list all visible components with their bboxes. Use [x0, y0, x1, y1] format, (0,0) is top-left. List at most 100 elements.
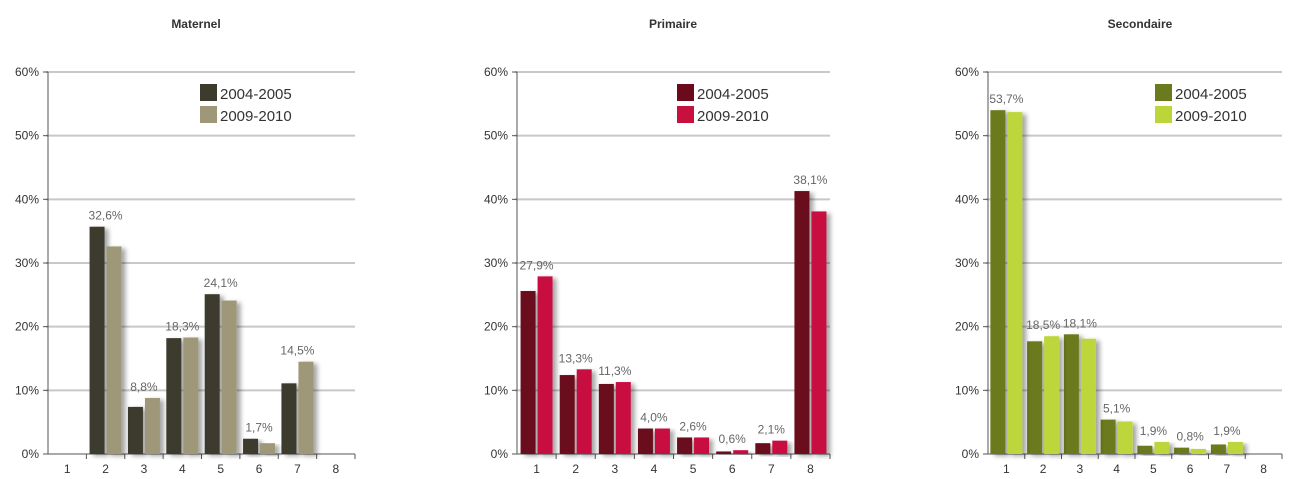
x-tick-label: 3 — [141, 462, 148, 476]
x-tick-label: 5 — [217, 462, 224, 476]
bar-2009-2010-3 — [615, 382, 631, 454]
y-tick-label: 50% — [15, 129, 39, 143]
bar-2004-2005-3 — [1063, 334, 1079, 454]
y-tick-label: 30% — [955, 256, 979, 270]
y-tick-label: 60% — [484, 65, 508, 79]
legend-swatch — [677, 106, 694, 123]
data-label: 4,0% — [640, 411, 668, 425]
bar-2004-2005-4 — [166, 338, 182, 454]
data-label: 1,9% — [1213, 424, 1241, 438]
bar-2009-2010-6 — [1191, 448, 1207, 454]
data-label: 53,7% — [989, 92, 1023, 106]
x-tick-label: 7 — [768, 462, 775, 476]
bar-2009-2010-2 — [576, 369, 592, 454]
y-tick-label: 10% — [955, 383, 979, 397]
bar-2004-2005-1 — [990, 110, 1006, 454]
bar-2009-2010-4 — [654, 428, 670, 454]
data-label: 8,8% — [130, 380, 158, 394]
legend-swatch — [200, 106, 217, 123]
x-tick-label: 2 — [572, 462, 579, 476]
legend-label: 2009-2010 — [1175, 108, 1247, 125]
y-tick-label: 30% — [15, 256, 39, 270]
legend-label: 2004-2005 — [1175, 86, 1247, 103]
x-tick-label: 6 — [729, 462, 736, 476]
data-label: 38,1% — [793, 173, 827, 187]
chart-panel-3: Secondaire 0% 10% 20% 30% 40% 50% 60% 1 2 3 4 5 6 7 8 53… — [955, 17, 1283, 476]
y-tick-label: 40% — [484, 192, 508, 206]
x-tick-label: 8 — [332, 462, 339, 476]
data-label: 14,5% — [280, 344, 314, 358]
x-tick-label: 2 — [1040, 462, 1047, 476]
bar-2009-2010-6 — [733, 450, 749, 454]
x-tick-label: 5 — [1150, 462, 1157, 476]
legend-label: 2004-2005 — [220, 86, 292, 103]
legend-swatch — [677, 84, 694, 101]
data-label: 18,1% — [1063, 316, 1097, 330]
bar-2004-2005-7 — [1210, 444, 1226, 454]
x-tick-label: 4 — [1113, 462, 1120, 476]
bar-2004-2005-2 — [89, 226, 105, 454]
bar-2004-2005-3 — [598, 383, 614, 454]
bar-2009-2010-7 — [772, 440, 788, 454]
bar-2009-2010-8 — [811, 211, 827, 454]
legend-label: 2009-2010 — [220, 108, 292, 125]
bar-2004-2005-5 — [677, 437, 693, 454]
bar-2009-2010-6 — [260, 443, 276, 454]
legend-swatch — [200, 84, 217, 101]
data-label: 32,6% — [89, 209, 123, 223]
bar-2009-2010-5 — [694, 437, 710, 454]
x-tick-label: 4 — [179, 462, 186, 476]
bar-2004-2005-8 — [794, 191, 810, 454]
chart-title: Primaire — [649, 17, 697, 31]
data-label: 18,3% — [165, 319, 199, 333]
y-tick-label: 40% — [15, 192, 39, 206]
y-tick-label: 60% — [15, 65, 39, 79]
bar-2009-2010-5 — [221, 300, 237, 454]
x-tick-label: 3 — [1077, 462, 1084, 476]
bar-2004-2005-3 — [127, 406, 143, 454]
y-tick-label: 0% — [962, 447, 980, 461]
x-tick-label: 6 — [256, 462, 263, 476]
bar-2004-2005-6 — [1174, 447, 1190, 454]
x-tick-label: 8 — [807, 462, 814, 476]
x-tick-label: 7 — [294, 462, 301, 476]
data-label: 13,3% — [559, 351, 593, 365]
data-label: 5,1% — [1103, 402, 1131, 416]
bar-2004-2005-5 — [204, 294, 220, 454]
chart-panel-2: Primaire 0% 10% 20% 30% 40% 50% 60% 1 2 3 4 5 6 7 8 27,9… — [484, 17, 831, 476]
y-tick-label: 40% — [955, 192, 979, 206]
bar-2004-2005-7 — [281, 383, 297, 454]
data-label: 18,5% — [1026, 318, 1060, 332]
x-tick-label: 3 — [611, 462, 618, 476]
bar-2004-2005-2 — [1027, 341, 1043, 454]
legend-swatch — [1155, 106, 1172, 123]
x-tick-label: 4 — [651, 462, 658, 476]
bar-2004-2005-6 — [716, 451, 732, 454]
bar-2004-2005-4 — [1100, 419, 1116, 454]
bar-2004-2005-6 — [243, 438, 259, 454]
y-tick-label: 60% — [955, 65, 979, 79]
y-tick-label: 20% — [484, 320, 508, 334]
data-label: 2,1% — [758, 423, 786, 437]
y-tick-label: 20% — [955, 320, 979, 334]
bar-2009-2010-5 — [1154, 441, 1170, 454]
y-tick-label: 20% — [15, 320, 39, 334]
legend-label: 2009-2010 — [697, 108, 769, 125]
x-tick-label: 1 — [533, 462, 540, 476]
y-tick-label: 0% — [491, 447, 509, 461]
x-tick-label: 2 — [102, 462, 109, 476]
bar-2009-2010-4 — [183, 337, 199, 454]
y-tick-label: 50% — [955, 129, 979, 143]
data-label: 0,8% — [1176, 430, 1204, 444]
y-tick-label: 10% — [15, 383, 39, 397]
bar-2009-2010-1 — [537, 276, 553, 454]
legend-swatch — [1155, 84, 1172, 101]
chart-title: Secondaire — [1108, 17, 1173, 31]
bar-2009-2010-2 — [1044, 336, 1060, 454]
bar-2004-2005-7 — [755, 443, 771, 454]
x-tick-label: 1 — [1003, 462, 1010, 476]
x-tick-label: 1 — [64, 462, 71, 476]
x-tick-label: 7 — [1224, 462, 1231, 476]
bar-2009-2010-4 — [1117, 421, 1133, 454]
